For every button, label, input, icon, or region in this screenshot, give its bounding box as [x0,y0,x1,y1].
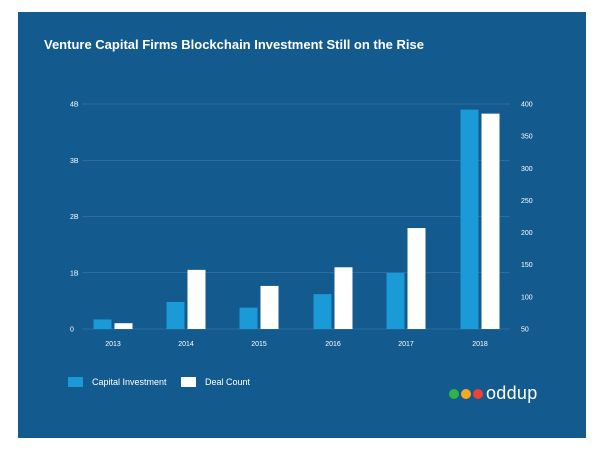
bar-capital-investment-2016 [313,294,332,329]
x-tick-label-2013: 2013 [105,341,121,348]
y-right-tick-label: 250 [521,198,533,205]
bar-capital-investment-2013 [93,319,112,329]
bar-capital-investment-2015 [239,307,258,329]
bar-capital-investment-2017 [386,272,405,329]
bar-deal-count-2013 [114,323,133,329]
bar-deal-count-2018 [481,113,500,330]
bar-deal-count-2016 [334,267,353,329]
logo-dot-green [449,388,459,399]
logo-dot-orange [461,388,471,399]
y-left-tick-label: 0 [70,327,74,334]
bar-capital-investment-2014 [166,302,185,329]
y-left-tick-label: 4B [70,102,79,109]
x-tick-label-2014: 2014 [178,341,194,348]
oddup-logo: oddup [449,383,538,404]
y-left-tick-label: 2B [70,214,79,221]
logo-text: oddup [486,383,538,403]
y-left-tick-label: 3B [70,158,79,165]
x-tick-label-2017: 2017 [398,341,414,348]
x-tick-label-2016: 2016 [325,341,341,348]
bar-deal-count-2017 [407,228,426,329]
y-right-tick-label: 100 [521,294,533,301]
bar-deal-count-2014 [187,269,206,329]
x-tick-label-2018: 2018 [472,341,488,348]
x-tick-label-2015: 2015 [251,341,267,348]
legend-label-deal-count: Deal Count [205,377,251,387]
chart-title: Venture Capital Firms Blockchain Investm… [44,37,424,52]
bar-capital-investment-2018 [460,109,479,329]
y-right-tick-label: 400 [521,102,533,109]
legend-swatch-capital-investment [68,377,83,387]
legend-label-capital-investment: Capital Investment [92,377,167,387]
legend-swatch-deal-count [181,377,196,387]
y-right-tick-label: 50 [521,327,529,334]
logo-dot-red [473,388,483,399]
y-right-tick-label: 300 [521,166,533,173]
bar-deal-count-2015 [260,285,279,329]
legend-item-deal-count: Deal Count [181,377,250,387]
y-right-tick-label: 350 [521,134,533,141]
y-left-tick-label: 1B [70,270,79,277]
legend-item-capital-investment: Capital Investment [68,377,167,387]
y-right-tick-label: 200 [521,230,533,237]
y-right-tick-label: 150 [521,262,533,269]
